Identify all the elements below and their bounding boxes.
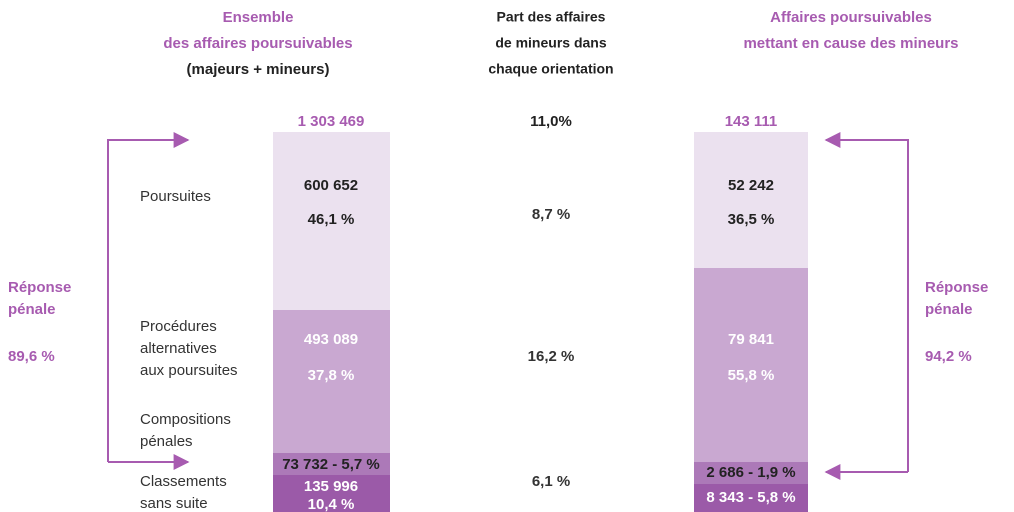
segment — [273, 310, 390, 453]
value: 600 652 — [304, 177, 358, 194]
value: 8 343 - 5,8 % — [706, 489, 795, 506]
row-label: alternatives — [140, 340, 217, 357]
segment — [694, 268, 808, 462]
segment — [273, 453, 390, 475]
total: 143 111 — [725, 113, 778, 130]
reponse-label: pénale — [8, 301, 56, 318]
total: 1 303 469 — [298, 113, 365, 130]
left-bar — [273, 132, 390, 512]
row-label: pénales — [140, 433, 193, 450]
header: mettant en cause des mineurs — [743, 35, 958, 52]
value: 37,8 % — [308, 367, 355, 384]
segment — [694, 462, 808, 484]
header: (majeurs + mineurs) — [187, 61, 330, 78]
row-label: Compositions — [140, 411, 231, 428]
value: 10,4 % — [308, 496, 355, 512]
share: 8,7 % — [532, 206, 570, 223]
right-bar — [694, 132, 808, 512]
value: 79 841 — [728, 331, 774, 348]
value: 493 089 — [304, 331, 358, 348]
row-label: Poursuites — [140, 188, 211, 205]
row-label: Classements — [140, 473, 227, 490]
bracket-right — [824, 132, 909, 472]
value: 2 686 - 1,9 % — [706, 464, 795, 481]
value: 46,1 % — [308, 211, 355, 228]
value: 73 732 - 5,7 % — [282, 456, 380, 473]
header: Ensemble — [223, 9, 294, 26]
row-label: aux poursuites — [140, 362, 238, 379]
reponse-value: 94,2 % — [925, 348, 972, 365]
reponse-label: pénale — [925, 301, 973, 318]
reponse-value: 89,6 % — [8, 348, 55, 365]
header: de mineurs dans — [495, 35, 606, 51]
reponse-label: Réponse — [925, 279, 988, 296]
header: Part des affaires — [497, 9, 606, 25]
share: 6,1 % — [532, 473, 570, 490]
value: 135 996 — [304, 478, 358, 495]
segment — [694, 132, 808, 268]
header: des affaires poursuivables — [163, 35, 352, 52]
row-label: sans suite — [140, 495, 208, 512]
reponse-label: Réponse — [8, 279, 71, 296]
segment — [694, 484, 808, 512]
header: Affaires poursuivables — [770, 9, 932, 26]
value: 36,5 % — [728, 211, 775, 228]
value: 52 242 — [728, 177, 774, 194]
segment — [273, 475, 390, 512]
total: 11,0% — [530, 113, 572, 130]
share: 16,2 % — [528, 348, 575, 365]
bracket-left — [107, 132, 190, 462]
value: 55,8 % — [728, 367, 775, 384]
segment — [273, 132, 390, 310]
header: chaque orientation — [488, 61, 613, 77]
brackets — [107, 132, 909, 480]
row-label: Procédures — [140, 318, 217, 335]
